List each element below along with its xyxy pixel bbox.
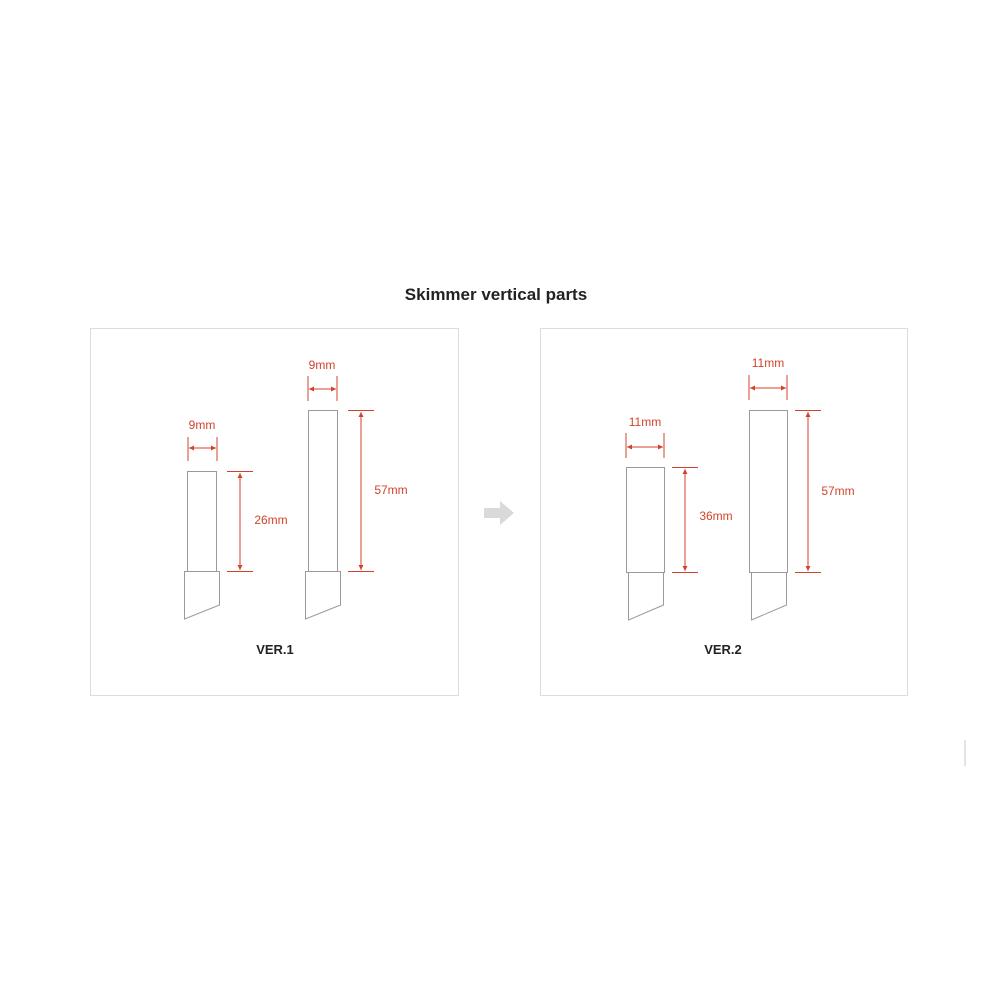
part-blade bbox=[628, 572, 664, 621]
part-body bbox=[626, 467, 665, 573]
width-label: 11mm bbox=[629, 415, 661, 429]
part-blade bbox=[751, 572, 787, 621]
part-blade bbox=[184, 571, 220, 620]
panel-ver2: 11mm 36mm 11mm 57mm VER.2 bbox=[540, 328, 908, 696]
panel-ver1: 9mm 26mm 9mm 57mm VER.1 bbox=[90, 328, 459, 696]
version-label: VER.2 bbox=[704, 642, 742, 657]
part-body bbox=[187, 471, 217, 572]
height-label: 26mm bbox=[254, 513, 287, 527]
part-body bbox=[308, 410, 338, 572]
width-label: 9mm bbox=[189, 418, 216, 432]
right-arrow-icon bbox=[484, 501, 514, 525]
version-label: VER.1 bbox=[256, 642, 294, 657]
width-label: 11mm bbox=[752, 356, 784, 370]
part-body bbox=[749, 410, 788, 573]
height-label: 57mm bbox=[821, 484, 854, 498]
part-short: 9mm 26mm bbox=[184, 418, 288, 620]
height-label: 57mm bbox=[374, 483, 407, 497]
part-long: 11mm 57mm bbox=[748, 356, 855, 621]
diagram-title: Skimmer vertical parts bbox=[405, 285, 587, 304]
height-label: 36mm bbox=[699, 509, 732, 523]
part-long: 9mm 57mm bbox=[305, 358, 408, 620]
width-label: 9mm bbox=[309, 358, 336, 372]
part-blade bbox=[305, 571, 341, 620]
part-short: 11mm 36mm bbox=[625, 415, 733, 621]
